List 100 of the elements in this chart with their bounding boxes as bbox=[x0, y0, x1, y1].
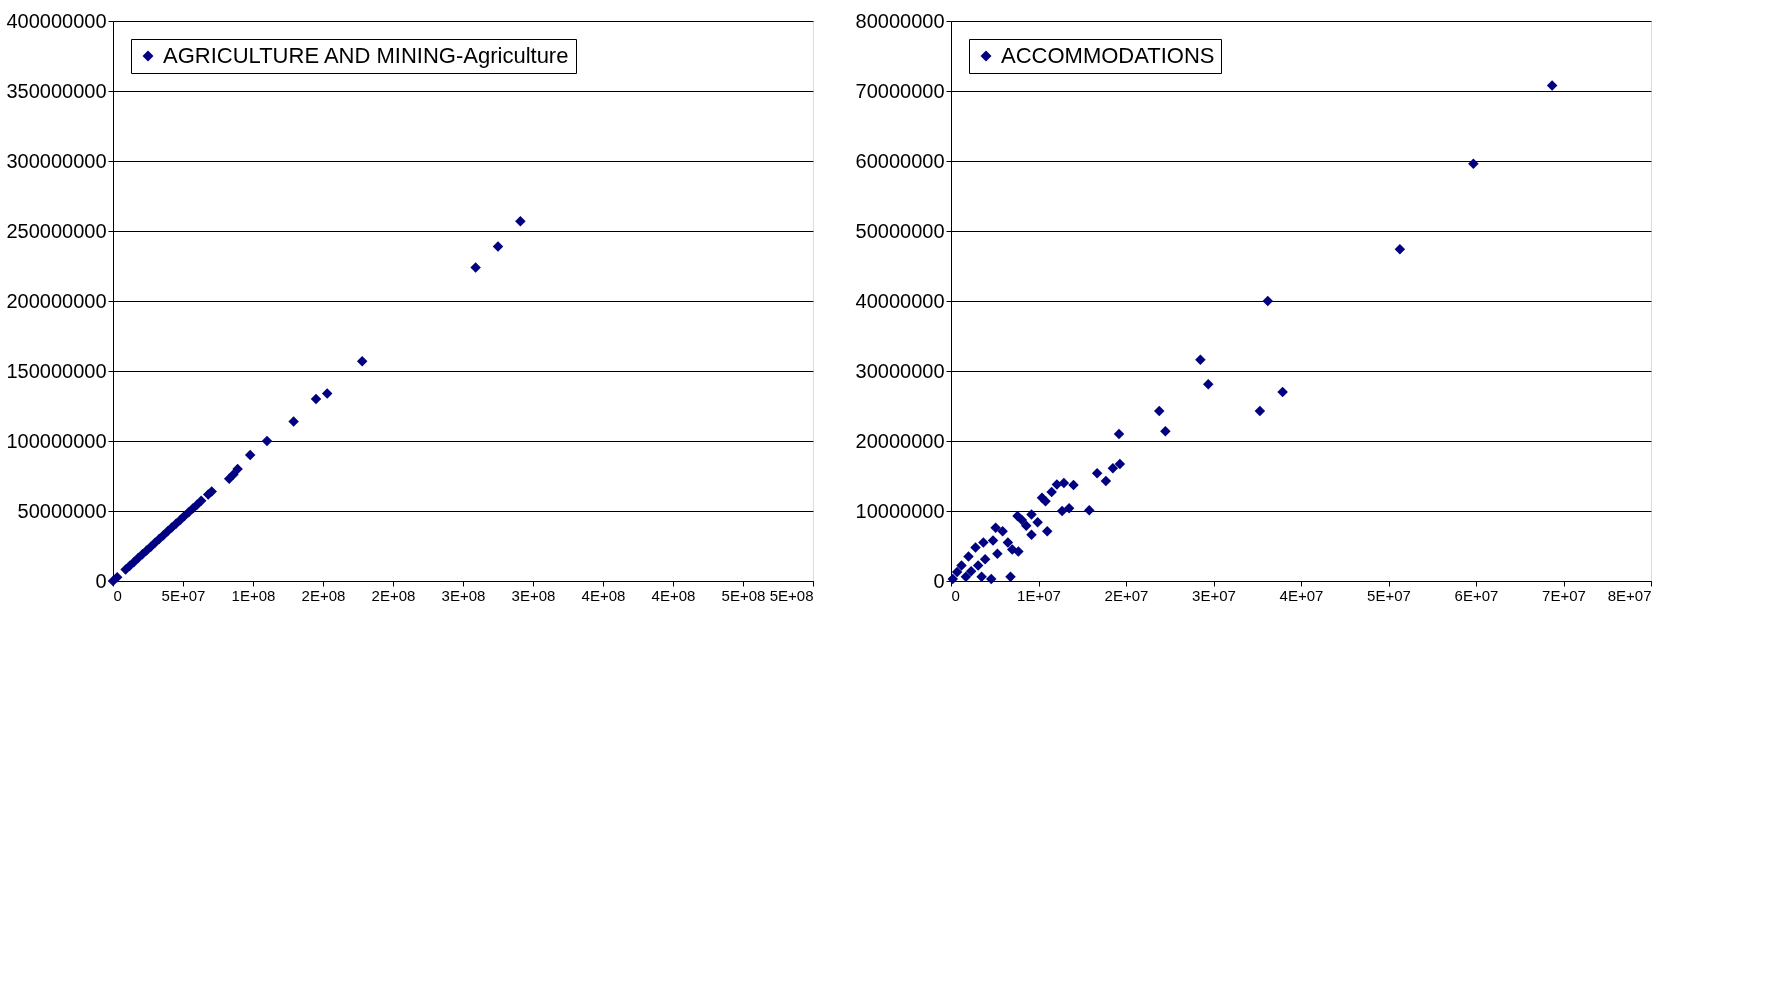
x-tick-label: 5E+08 bbox=[769, 586, 814, 604]
y-tick-label: 80000000 bbox=[855, 9, 945, 32]
point bbox=[288, 416, 299, 427]
point bbox=[986, 573, 997, 585]
point bbox=[992, 548, 1003, 559]
point bbox=[1154, 405, 1165, 417]
y-tick-label: 100000000 bbox=[6, 429, 107, 452]
point bbox=[1051, 479, 1063, 490]
point bbox=[1195, 354, 1206, 366]
x-tick-label: 4E+07 bbox=[1279, 586, 1324, 604]
x-tick-label: 2E+08 bbox=[371, 586, 416, 604]
point bbox=[1042, 526, 1053, 537]
point bbox=[1046, 486, 1057, 498]
point bbox=[232, 463, 243, 475]
point bbox=[1394, 243, 1406, 255]
x-tick-label: 3E+08 bbox=[441, 586, 486, 604]
point bbox=[1160, 425, 1171, 437]
point bbox=[321, 388, 333, 399]
point bbox=[470, 262, 481, 273]
legend-label: ACCOMMODATIONS bbox=[1001, 43, 1215, 68]
y-tick-label: 40000000 bbox=[855, 289, 945, 312]
x-tick-label: 1E+07 bbox=[1017, 586, 1061, 604]
y-tick-label: 50000000 bbox=[17, 499, 107, 522]
point bbox=[965, 565, 977, 577]
point bbox=[1107, 463, 1119, 474]
x-tick-label: 3E+08 bbox=[511, 586, 556, 604]
x-tick-label: 5E+07 bbox=[1367, 586, 1411, 604]
point bbox=[990, 522, 1001, 534]
point bbox=[1012, 510, 1023, 522]
point bbox=[956, 560, 967, 571]
point bbox=[261, 435, 273, 447]
y-tick-label: 30000000 bbox=[855, 359, 945, 382]
x-tick-label: 5E+07 bbox=[161, 586, 206, 604]
y-tick-label: 50000000 bbox=[855, 219, 945, 242]
point bbox=[1277, 386, 1288, 398]
point bbox=[976, 571, 987, 583]
point bbox=[1002, 537, 1014, 548]
point bbox=[979, 554, 991, 565]
point bbox=[1036, 492, 1048, 503]
point bbox=[1262, 295, 1273, 307]
point bbox=[1056, 505, 1068, 517]
point bbox=[970, 542, 981, 553]
point bbox=[492, 241, 504, 252]
point bbox=[1114, 458, 1126, 470]
point bbox=[960, 571, 972, 583]
y-tick-label: 60000000 bbox=[855, 149, 945, 172]
point bbox=[1032, 516, 1043, 528]
point bbox=[1068, 479, 1079, 491]
point bbox=[963, 551, 974, 562]
point bbox=[1013, 546, 1024, 557]
x-tick-label: 4E+08 bbox=[651, 586, 696, 604]
point bbox=[997, 526, 1008, 537]
x-tick-label: 1E+08 bbox=[231, 586, 276, 604]
x-tick-label: 4E+08 bbox=[581, 586, 626, 604]
point bbox=[1063, 502, 1075, 514]
x-tick-label: 3E+07 bbox=[1192, 586, 1236, 604]
legend-label: AGRICULTURE AND MINING-Agriculture bbox=[163, 43, 569, 68]
point bbox=[972, 560, 984, 571]
point bbox=[1005, 571, 1016, 583]
x-tick-label: 5E+08 bbox=[721, 586, 766, 604]
point bbox=[111, 571, 123, 583]
point bbox=[206, 486, 217, 497]
y-tick-label: 300000000 bbox=[6, 149, 107, 172]
x-tick-label: 2E+07 bbox=[1104, 586, 1149, 604]
y-tick-label: 200000000 bbox=[6, 289, 107, 312]
point bbox=[356, 355, 368, 367]
point bbox=[1091, 467, 1103, 479]
x-tick-label: 7E+07 bbox=[1542, 586, 1586, 604]
y-tick-label: 20000000 bbox=[855, 429, 945, 452]
y-tick-label: 10000000 bbox=[855, 499, 945, 522]
point bbox=[1021, 520, 1032, 531]
x-tick-label: 8E+07 bbox=[1607, 586, 1652, 604]
point bbox=[1203, 379, 1214, 390]
point bbox=[951, 566, 963, 578]
x-tick-label: 0 bbox=[951, 586, 960, 604]
point bbox=[1546, 80, 1558, 91]
x-tick-label: 0 bbox=[113, 586, 122, 604]
point bbox=[515, 215, 526, 227]
point bbox=[244, 449, 256, 461]
point bbox=[1468, 158, 1479, 170]
point bbox=[1058, 477, 1070, 489]
x-tick-label: 2E+08 bbox=[301, 586, 346, 604]
y-tick-label: 250000000 bbox=[6, 219, 107, 242]
point bbox=[1026, 529, 1037, 541]
point bbox=[947, 573, 958, 585]
x-tick-label: 6E+07 bbox=[1454, 586, 1499, 604]
y-tick-label: 150000000 bbox=[6, 359, 107, 382]
point bbox=[310, 393, 322, 405]
point bbox=[228, 469, 239, 480]
y-tick-label: 350000000 bbox=[6, 79, 107, 102]
y-tick-label: 400000000 bbox=[6, 9, 107, 32]
point bbox=[1100, 475, 1112, 487]
point bbox=[1026, 509, 1037, 520]
point bbox=[1113, 428, 1125, 440]
point bbox=[978, 537, 989, 548]
y-tick-label: 70000000 bbox=[855, 79, 945, 102]
point bbox=[195, 495, 207, 507]
point bbox=[1084, 505, 1095, 516]
point bbox=[987, 535, 999, 546]
point bbox=[1254, 405, 1266, 417]
